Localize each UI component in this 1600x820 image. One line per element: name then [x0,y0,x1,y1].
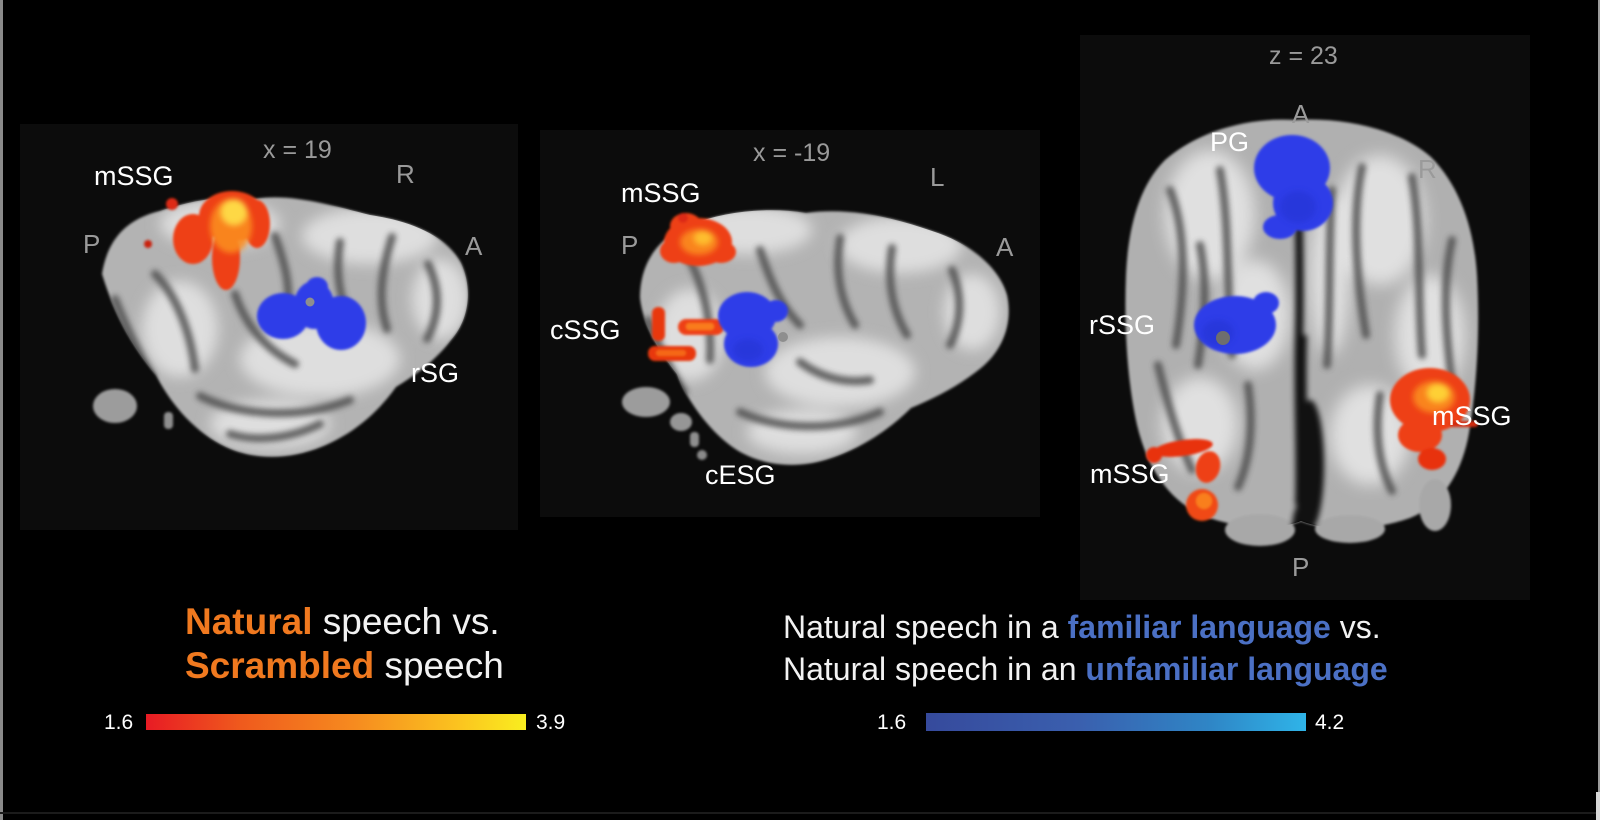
panel-sagittal-left-hemisphere: x = -19 L mSSG P A cSSG cESG [540,130,1040,517]
cool-colorbar-max: 4.2 [1315,711,1345,734]
legend-hot-highlight1: Natural [185,601,313,642]
orientation-label-anterior: A [996,232,1014,262]
orientation-label-right: R [1418,154,1437,184]
region-label-pg: PG [1210,127,1250,157]
hot-activation-core [680,229,718,255]
legend-cool-line1: Natural speech in a familiar language vs… [783,606,1388,648]
region-label-mssg-right: mSSG [1432,401,1512,431]
hot-activation-cluster-mssg-left [1146,439,1221,521]
orientation-label-left-hemi: L [930,162,945,192]
region-label-mssg: mSSG [94,161,174,191]
orientation-label-posterior: P [83,229,101,259]
legend-hot-highlight2: Scrambled [185,645,375,686]
scan-edge-left [0,0,3,820]
orientation-label-posterior: P [621,230,639,260]
legend-familiar-vs-unfamiliar: Natural speech in a familiar language vs… [783,606,1388,690]
legend-cool-line2: Natural speech in an unfamiliar language [783,648,1388,690]
scan-corner-artifact [1596,792,1600,820]
region-label-cesg: cESG [705,460,776,490]
scan-edge-right [1598,0,1600,820]
region-label-rssg: rSSG [1089,310,1156,340]
axial-brain-image [1125,119,1479,546]
sagittal-left-brain-image [622,210,1009,465]
hot-colorbar-min: 1.6 [104,711,134,734]
orientation-label-right-hemi: R [396,159,415,189]
sagittal-right-brain-image [93,191,468,457]
legend-hot-rest1: speech vs. [312,601,500,642]
cool-activation-cluster-pg [1254,135,1333,239]
legend-cool-post1: vs. [1330,609,1381,645]
slice-coordinate-label: x = 19 [263,136,332,164]
region-label-cssg: cSSG [550,315,621,345]
panel-sagittal-right-hemisphere: x = 19 mSSG R P A rSG [20,124,518,530]
slice-coordinate-label: z = 23 [1269,42,1338,70]
region-label-rsg: rSG [411,358,460,388]
sulci-lines [1154,163,1456,495]
hot-colorbar-max: 3.9 [536,711,566,734]
legend-cool-highlight2: unfamiliar language [1085,651,1388,687]
orientation-label-posterior: P [1292,552,1310,582]
hot-colorbar [146,714,526,730]
slice-coordinate-label: x = -19 [753,139,831,167]
scan-edge-bottom [0,812,1600,814]
hot-activation-core [1413,381,1455,413]
hot-activation-core [210,199,252,253]
region-label-mssg: mSSG [621,178,701,208]
legend-hot-line2: Scrambled speech [185,644,504,688]
cool-activation-cluster-rsg [257,277,366,350]
brain-outline [622,210,1009,465]
legend-hot-rest2: speech [374,645,504,686]
orientation-label-anterior: A [1292,99,1310,129]
region-label-mssg-left: mSSG [1090,459,1170,489]
panel-axial-slice: z = 23 A PG R rSSG mSSG mSSG P [1080,35,1530,600]
hot-activation-streaks-cssg [648,307,724,361]
cool-colorbar [926,713,1306,731]
cool-colorbar-min: 1.6 [877,711,907,734]
legend-natural-vs-scrambled: Natural speech vs. Scrambled speech [185,600,504,688]
orientation-label-anterior: A [465,231,483,261]
legend-cool-highlight1: familiar language [1067,609,1331,645]
legend-hot-line1: Natural speech vs. [185,600,504,644]
legend-cool-pre2: Natural speech in an [783,651,1086,687]
legend-cool-pre1: Natural speech in a [783,609,1068,645]
